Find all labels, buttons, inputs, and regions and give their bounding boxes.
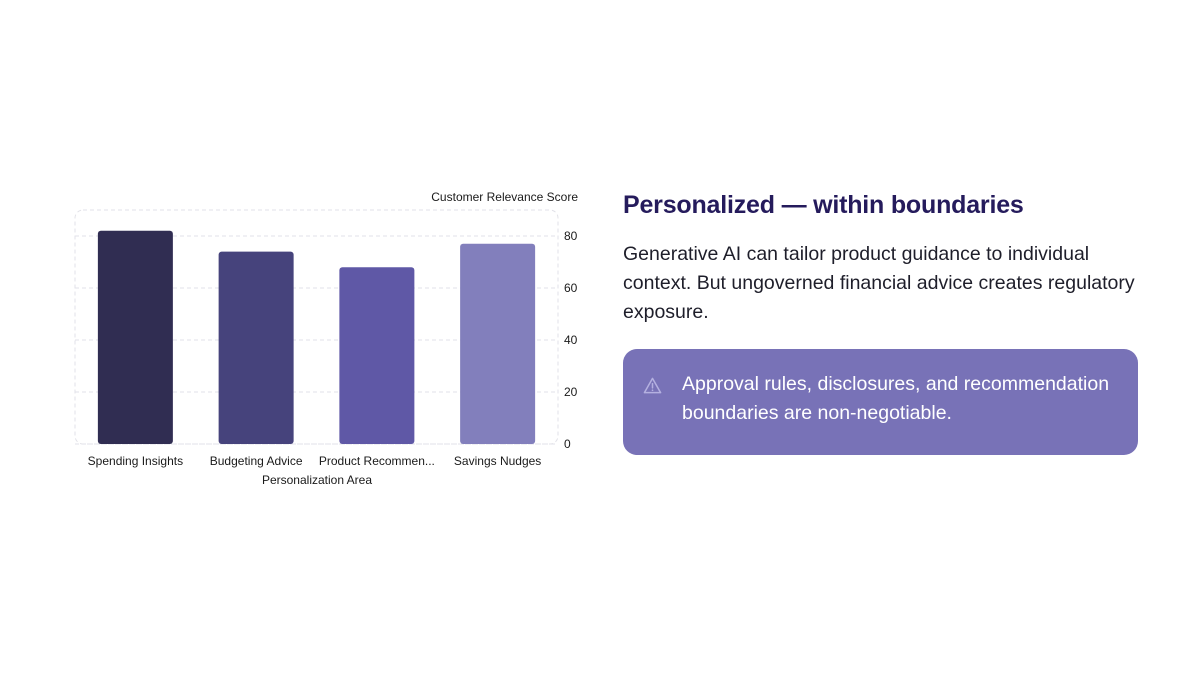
warning-icon [643,377,662,394]
text-panel: Personalized — within boundaries Generat… [623,188,1138,455]
y-tick-label: 80 [564,229,578,243]
relevance-bar-chart: 0 20 40 60 80 Spending Insights Budgeting Adv… [74,190,578,487]
callout-text: Approval rules, disclosures, and recomme… [682,373,1110,424]
x-axis-label: Personalization Area [262,473,372,487]
headline: Personalized — within boundaries [623,191,1024,219]
x-tick-label: Spending Insights [88,454,183,468]
plot-frame [74,209,559,445]
x-axis-ticks: Spending Insights Budgeting Advice Product… [88,454,542,468]
y-tick-label: 0 [564,437,571,451]
bar [97,230,173,444]
x-tick-label: Product Recommen... [319,454,435,468]
chart-bars [97,230,536,444]
y-tick-label: 20 [564,385,578,399]
y-tick-label: 60 [564,281,578,295]
y-axis-label: Customer Relevance Score [431,190,578,204]
y-tick-label: 40 [564,333,578,347]
callout-box: Approval rules, disclosures, and recomme… [623,349,1138,455]
bar [218,251,294,444]
x-tick-label: Budgeting Advice [210,454,303,468]
bar [460,243,536,444]
y-axis-ticks: 0 20 40 60 80 [564,229,578,451]
bar [339,267,415,444]
x-tick-label: Savings Nudges [454,454,541,468]
body-text: Generative AI can tailor product guidanc… [623,243,1135,323]
